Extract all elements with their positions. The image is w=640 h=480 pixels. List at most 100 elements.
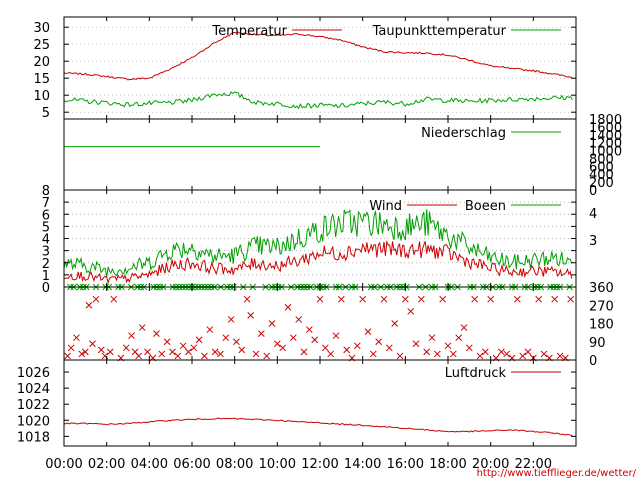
ytick-label-temperature-5: 30 — [33, 21, 50, 36]
xtick-label-7: 14:00 — [344, 457, 381, 472]
xtick-label-10: 20:00 — [472, 457, 509, 472]
legend-label-pressure-0: Luftdruck — [445, 366, 507, 381]
xtick-label-1: 02:00 — [88, 457, 125, 472]
winddir-marker-31 — [211, 348, 219, 356]
winddir-marker-32 — [217, 350, 224, 358]
winddir-marker-5 — [85, 301, 93, 309]
series-layer — [63, 31, 575, 437]
ytick-label-temperature-1: 10 — [33, 89, 50, 104]
winddir-marker-30 — [206, 326, 214, 333]
winddir-marker-82 — [481, 348, 489, 356]
winddir-marker-2 — [73, 334, 80, 342]
ytick-label-temperature-4: 25 — [33, 38, 50, 53]
grid-layer — [64, 26, 576, 288]
winddir-marker-44 — [279, 344, 287, 352]
winddir-marker-4 — [81, 348, 89, 356]
winddir-marker-13 — [122, 344, 130, 352]
y2tick-label-wind-0: 4 — [589, 207, 597, 222]
winddir-marker-75 — [444, 342, 452, 350]
winddir-marker-8 — [97, 346, 105, 354]
xtick-label-3: 06:00 — [173, 457, 210, 472]
winddir-marker-7 — [92, 295, 100, 303]
winddir-marker-41 — [263, 352, 271, 360]
winddir-marker-60 — [364, 328, 372, 335]
ytick-label-wind-6: 6 — [42, 208, 50, 223]
winddir-marker-3 — [78, 350, 86, 358]
y2tick-label-precipitation-4: 800 — [589, 152, 614, 167]
winddir-marker-81 — [476, 352, 484, 360]
winddir-marker-37 — [243, 295, 251, 303]
winddir-marker-78 — [460, 324, 468, 331]
winddir-marker-95 — [551, 295, 559, 303]
winddir-marker-42 — [268, 320, 276, 327]
winddir-marker-0 — [64, 352, 71, 360]
winddir-marker-96 — [556, 352, 564, 360]
xtick-label-4: 08:00 — [216, 457, 253, 472]
winddir-marker-43 — [273, 340, 281, 348]
ytick-label-pressure-0: 1018 — [17, 430, 50, 445]
winddir-marker-62 — [375, 338, 383, 346]
y2tick-label-precipitation-6: 1200 — [589, 137, 622, 152]
ytick-label-wind-4: 4 — [42, 233, 50, 248]
winddir-marker-45 — [284, 303, 292, 311]
y2tick-label-precipitation-9: 1800 — [589, 113, 622, 128]
ytick-label-pressure-2: 1022 — [17, 398, 50, 413]
legend-label-temperature-1: Taupunkttemperatur — [372, 24, 507, 39]
ytick-label-pressure-4: 1026 — [17, 366, 50, 381]
winddir-marker-51 — [316, 295, 324, 303]
winddir-marker-36 — [238, 346, 246, 354]
winddir-marker-54 — [332, 332, 340, 340]
winddir-marker-77 — [455, 334, 463, 342]
winddir-marker-66 — [396, 352, 404, 360]
winddir-marker-59 — [359, 295, 367, 303]
winddir-marker-56 — [343, 346, 351, 354]
winddir-marker-47 — [295, 316, 303, 323]
winddir-marker-26 — [185, 348, 192, 356]
y2tick-label-precipitation-8: 1600 — [589, 121, 622, 136]
winddir-marker-89 — [519, 352, 527, 360]
winddir-marker-90 — [524, 348, 532, 356]
winddir-marker-14 — [128, 332, 135, 340]
xtick-label-5: 10:00 — [259, 457, 296, 472]
y2tick-label-precipitation-5: 1000 — [589, 145, 622, 160]
winddir-marker-92 — [535, 295, 543, 303]
text-layer: 00:00 02:00 04:00 06:00 08:00 10:00 12:00 14:00… — [17, 21, 622, 472]
winddir-marker-24 — [174, 352, 182, 360]
winddir-marker-38 — [247, 312, 255, 319]
winddir-marker-61 — [369, 350, 377, 358]
winddir-marker-71 — [423, 348, 431, 356]
y2tick-label-wind-1: 3 — [589, 234, 597, 249]
winddir-marker-20 — [153, 330, 160, 337]
series-line-temperature-1 — [63, 91, 573, 110]
winddir-marker-80 — [471, 295, 479, 303]
ytick-label-temperature-2: 15 — [33, 72, 50, 87]
legend-label-wind-1: Boeen — [465, 199, 506, 214]
winddir-marker-33 — [222, 334, 230, 342]
winddir-marker-11 — [110, 295, 118, 303]
winddir-marker-29 — [201, 352, 208, 360]
winddir-marker-86 — [503, 350, 511, 358]
winddir-marker-46 — [289, 334, 297, 342]
winddir-marker-21 — [158, 350, 166, 358]
winddir-marker-28 — [195, 336, 203, 344]
ytick-label-wind-3: 3 — [42, 245, 50, 260]
winddir-marker-55 — [337, 295, 345, 303]
winddir-marker-58 — [353, 342, 361, 350]
y2tick-label-wind-direction-1: 270 — [589, 299, 614, 314]
winddir-marker-74 — [439, 295, 447, 303]
footer-url[interactable]: http://www.tiefflieger.de/wetter/ — [477, 468, 637, 479]
xtick-label-11: 22:00 — [515, 457, 552, 472]
ytick-label-temperature-3: 20 — [33, 55, 50, 70]
ytick-label-wind-5: 5 — [42, 220, 50, 235]
y2tick-label-wind-direction-2: 180 — [589, 318, 614, 333]
y2tick-label-wind-direction-0: 360 — [589, 281, 614, 296]
xtick-label-2: 04:00 — [131, 457, 168, 472]
winddir-marker-65 — [391, 320, 399, 327]
series-line-wind-0 — [63, 240, 573, 285]
xtick-label-6: 12:00 — [301, 457, 338, 472]
y2tick-label-wind-direction-4: 0 — [589, 354, 597, 369]
ytick-label-wind-7: 7 — [42, 196, 50, 211]
winddir-marker-35 — [233, 338, 240, 346]
winddir-marker-63 — [380, 295, 388, 303]
